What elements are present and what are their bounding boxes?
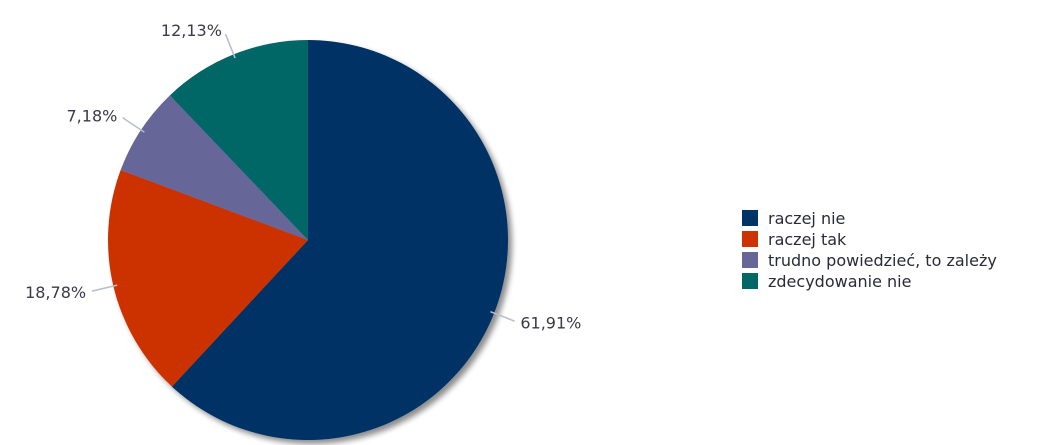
legend-swatch-raczej-nie — [742, 210, 758, 226]
legend-label-raczej-tak: raczej tak — [768, 230, 847, 249]
legend-label-raczej-nie: raczej nie — [768, 209, 845, 228]
value-label-raczej-nie: 61,91% — [520, 314, 581, 333]
pie-slice-zdecydowanie-nie — [169, 40, 308, 240]
legend-label-zdecydowanie-nie: zdecydowanie nie — [768, 272, 911, 291]
value-label-trudno-powiedziec-to-zalezy: 7,18% — [67, 107, 118, 126]
legend-swatch-raczej-tak — [742, 231, 758, 247]
pie-slice-raczej-nie — [171, 40, 509, 440]
leader-line-raczej-tak — [91, 284, 118, 292]
pie-slices — [107, 40, 509, 440]
pie-value-labels: 61,91% 18,78% 7,18% 12,13% — [25, 21, 581, 332]
leader-line-zdecydowanie-nie — [224, 33, 236, 59]
leader-lines — [91, 33, 515, 322]
value-label-raczej-tak: 18,78% — [25, 283, 86, 302]
leader-line-raczej-nie — [490, 310, 515, 322]
legend-swatch-trudno-powiedziec-to-zalezy — [742, 252, 758, 268]
pie-slice-raczej-tak — [107, 170, 308, 387]
legend-label-trudno-powiedziec-to-zalezy: trudno powiedzieć, to zależy — [768, 251, 997, 270]
legend-swatch-zdecydowanie-nie — [742, 273, 758, 289]
leader-line-trudno-powiedziec-to-zalezy — [122, 117, 145, 133]
value-label-zdecydowanie-nie: 12,13% — [161, 21, 222, 40]
pie-slice-trudno-powiedziec-to-zalezy — [120, 95, 308, 240]
legend: raczej nie raczej tak trudno powiedzieć, t… — [742, 209, 997, 291]
